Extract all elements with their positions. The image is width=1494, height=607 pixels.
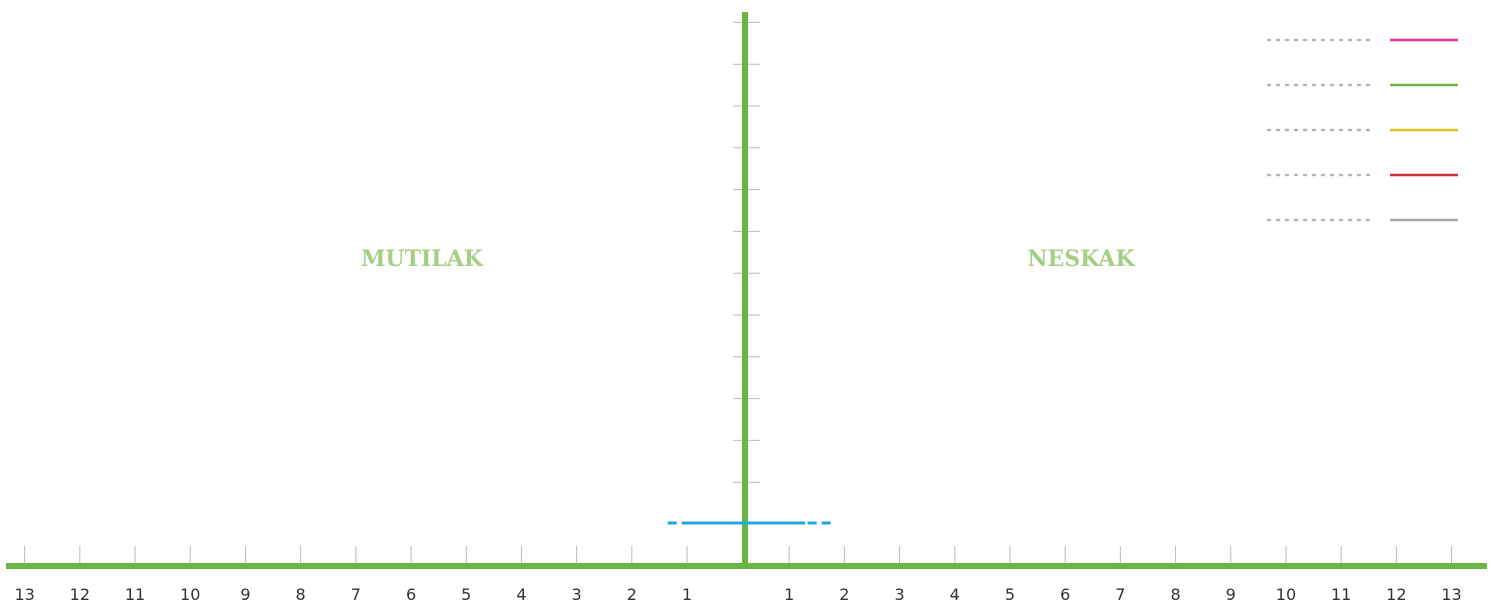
left-side-label: MUTILAK [361,246,484,272]
x-tick-label-left-7: 7 [351,585,361,604]
x-tick-label-right-4: 4 [950,585,960,604]
right-side-label: NESKAK [1027,246,1135,272]
x-tick-label-left-11: 11 [125,585,145,604]
x-tick-label-left-2: 2 [627,585,637,604]
x-tick-label-right-1: 1 [784,585,794,604]
x-tick-label-left-9: 9 [240,585,250,604]
x-tick-label-left-3: 3 [572,585,582,604]
x-tick-label-left-13: 13 [14,585,34,604]
x-tick-label-right-7: 7 [1115,585,1125,604]
x-tick-label-right-8: 8 [1170,585,1180,604]
x-tick-label-right-9: 9 [1226,585,1236,604]
x-tick-label-left-5: 5 [461,585,471,604]
x-tick-label-left-6: 6 [406,585,416,604]
x-tick-label-left-12: 12 [70,585,90,604]
x-axis-tick-labels: 13 12 11 10 9 8 7 6 5 4 3 2 1 1 2 3 4 5 6 7 8 9 10 11 12 13 [14,585,1461,604]
x-tick-label-right-3: 3 [894,585,904,604]
x-tick-label-right-6: 6 [1060,585,1070,604]
x-tick-label-left-1: 1 [682,585,692,604]
x-tick-label-right-10: 10 [1276,585,1296,604]
x-tick-label-left-8: 8 [296,585,306,604]
x-tick-label-right-13: 13 [1441,585,1461,604]
x-tick-label-right-5: 5 [1005,585,1015,604]
x-tick-label-right-11: 11 [1331,585,1351,604]
x-tick-label-right-12: 12 [1386,585,1406,604]
legend [1266,38,1458,222]
x-tick-label-left-4: 4 [516,585,526,604]
x-tick-label-left-10: 10 [180,585,200,604]
x-axis-ticks [24,546,1453,564]
x-tick-label-right-2: 2 [839,585,849,604]
